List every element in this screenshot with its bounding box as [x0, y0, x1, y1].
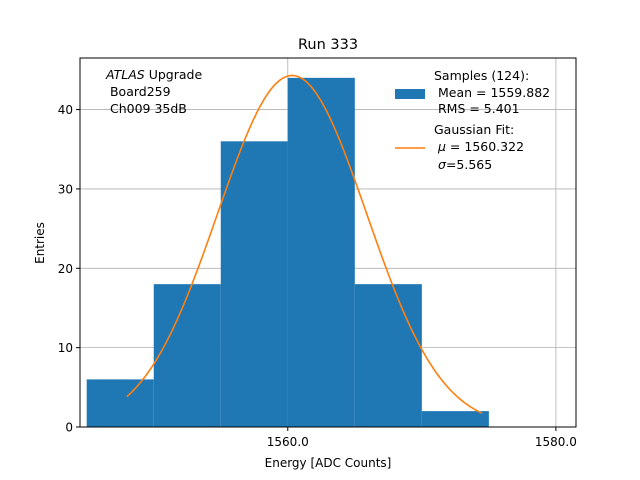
legend-sigma-value: =5.565	[446, 157, 492, 172]
y-tick-label: 40	[58, 103, 73, 117]
annotation-box: ATLAS Upgrade Board259 Ch009 35dB	[105, 67, 202, 116]
x-axis-label: Energy [ADC Counts]	[265, 456, 392, 470]
legend-fit-title: Gaussian Fit:	[434, 122, 514, 137]
histogram-bar	[153, 284, 221, 427]
chart-title: Run 333	[298, 37, 358, 53]
legend-fit-mu: μ = 1560.322	[437, 139, 524, 154]
histogram-bar	[287, 77, 355, 427]
axis-ticks: 0 10 20 30 40 1560.0 1580.0	[58, 103, 577, 449]
histogram-bar	[421, 411, 489, 427]
x-tick-label: 1580.0	[535, 435, 577, 449]
plot-frame	[79, 57, 577, 428]
y-tick-label: 0	[65, 421, 73, 435]
gaussian-fit-curve	[126, 74, 483, 415]
histogram-bar	[354, 284, 422, 427]
histogram-bar	[86, 379, 154, 427]
y-axis-label: Entries	[33, 222, 47, 264]
histogram-bars	[86, 77, 489, 428]
legend-sigma-symbol: σ	[438, 157, 447, 172]
y-tick-label: 30	[58, 182, 73, 196]
legend-samples-swatch	[395, 89, 425, 99]
legend-samples-rms: RMS = 5.401	[434, 101, 520, 116]
y-tick-label: 10	[58, 341, 73, 355]
annotation-channel: Ch009 35dB	[106, 101, 187, 116]
annotation-word: Upgrade	[149, 67, 203, 82]
annotation-experiment: ATLAS	[105, 67, 145, 82]
histogram-bar	[220, 141, 288, 428]
legend-samples-title: Samples (124):	[434, 68, 529, 83]
legend-mu-symbol: μ	[437, 139, 446, 154]
legend-fit-sigma: σ=5.565	[438, 157, 492, 172]
annotation-board: Board259	[106, 84, 171, 99]
x-tick-label: 1560.0	[267, 435, 309, 449]
legend-samples-mean: Mean = 1559.882	[434, 85, 550, 100]
legend-mu-value: = 1560.322	[446, 139, 524, 154]
y-tick-label: 20	[58, 262, 73, 276]
legend: Samples (124): Mean = 1559.882 RMS = 5.4…	[395, 68, 550, 172]
annotation-line-1: ATLAS Upgrade	[105, 67, 202, 82]
